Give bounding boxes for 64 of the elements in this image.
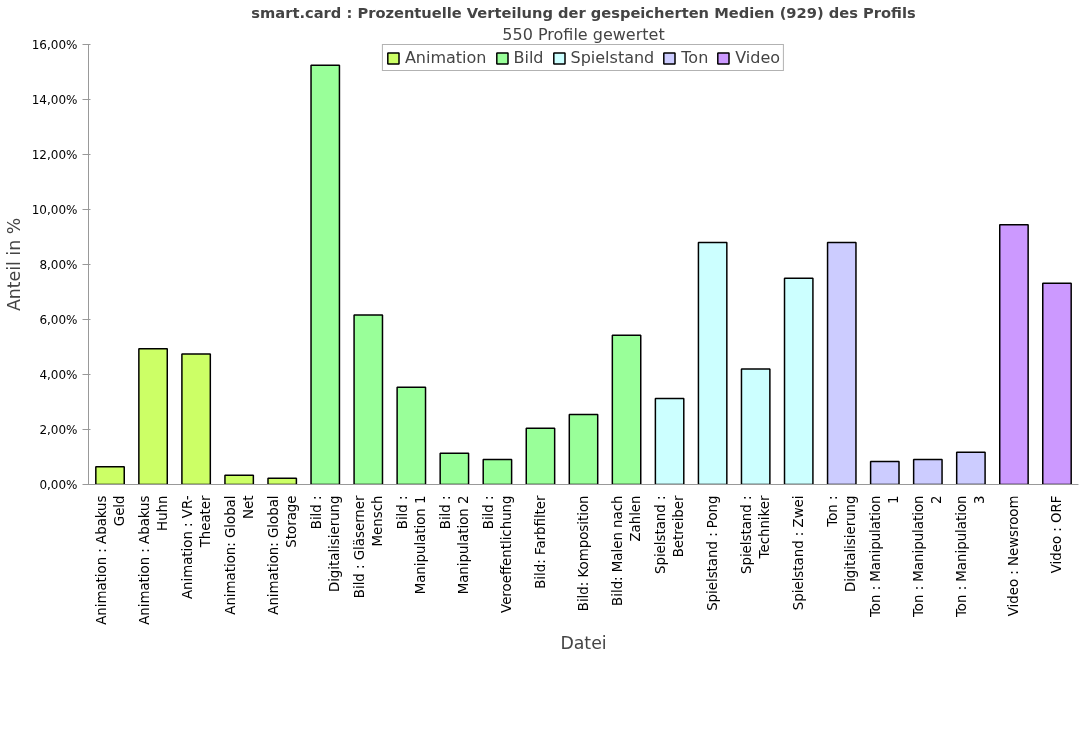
y-axis-title: Anteil in % <box>3 217 24 312</box>
x-tick-label: Spielstand : Techniker <box>739 494 773 574</box>
x-tick-label: Bild : Gläserner Mensch <box>351 494 385 599</box>
x-tick-label: Bild: Komposition <box>576 495 591 612</box>
y-tick-label: 14,00% <box>31 92 78 107</box>
legend-label: Ton <box>681 48 709 67</box>
x-tick-label: Bild : Digitalisierung <box>308 495 342 593</box>
y-tick-label: 12,00% <box>31 147 78 162</box>
bar <box>310 64 341 485</box>
bar <box>654 397 685 485</box>
x-tick-label: Bild: Farbfilter <box>532 494 548 589</box>
y-tick-label: 6,00% <box>39 312 78 327</box>
x-tick-label: Bild : Manipulation 1 <box>394 495 428 595</box>
x-axis-title: Datei <box>560 632 607 653</box>
x-tick-label: Spielstand : Zwei <box>791 495 807 611</box>
x-tick-label: Bild : Manipulation 2 <box>437 495 471 595</box>
bar <box>568 413 599 485</box>
bar <box>826 241 857 485</box>
bar <box>353 314 384 485</box>
chart-subtitle: 550 Profile gewertet <box>502 24 665 44</box>
chart-title: smart.card : Prozentuelle Verteilung der gespeicherten Medien (929) des Profils <box>251 3 916 21</box>
x-tick-label: Animation : Abakus Geld <box>93 495 127 625</box>
y-tick-label: 10,00% <box>31 202 78 217</box>
legend-label: Spielstand <box>570 48 655 67</box>
x-tick-label: Ton : Manipulation 1 <box>868 495 902 619</box>
bar <box>525 427 556 485</box>
bar <box>267 477 298 485</box>
bar <box>998 223 1029 485</box>
x-tick-label: Bild: Malen nach Zahlen <box>610 495 644 606</box>
bar <box>1042 282 1072 485</box>
bar <box>138 347 169 485</box>
bar <box>740 368 771 485</box>
bar <box>439 452 470 485</box>
legend-label: Video <box>735 48 781 67</box>
x-tick-label: Animation: Global Net <box>222 495 256 615</box>
bar <box>611 334 642 485</box>
x-tick-label: Animation : VR-Theater <box>179 494 213 600</box>
x-tick-label: Video : Newsroom <box>1006 495 1022 617</box>
legend-label: Animation <box>404 48 487 67</box>
x-tick-label: Spielstand : Betreiber <box>653 494 687 574</box>
y-tick-label: 0,00% <box>39 477 78 492</box>
y-tick-label: 2,00% <box>39 422 78 437</box>
x-tick-label: Animation : Abakus Huhn <box>136 495 170 625</box>
x-tick-label: Bild : Veroeffentlichung <box>480 495 514 613</box>
x-tick-label: Ton : Manipulation 2 <box>911 495 945 619</box>
bar <box>783 277 814 485</box>
bar <box>912 458 943 485</box>
bar <box>95 465 125 485</box>
x-tick-label: Ton : Digitalisierung <box>825 495 859 593</box>
legend-label: Bild <box>513 48 544 67</box>
bar <box>224 474 255 485</box>
bar <box>697 241 728 485</box>
x-tick-label: Video : ORF <box>1049 495 1065 574</box>
y-tick-label: 8,00% <box>39 257 78 272</box>
bar <box>955 451 986 485</box>
bar <box>181 353 212 485</box>
bar <box>396 386 427 485</box>
x-tick-label: Animation: Global Storage <box>265 495 299 615</box>
bar <box>869 460 900 485</box>
bar <box>482 458 513 485</box>
y-tick-label: 16,00% <box>31 37 78 52</box>
y-tick-label: 4,00% <box>39 367 78 382</box>
x-tick-label: Ton : Manipulation 3 <box>954 495 988 619</box>
x-tick-label: Spielstand : Pong <box>705 495 721 611</box>
